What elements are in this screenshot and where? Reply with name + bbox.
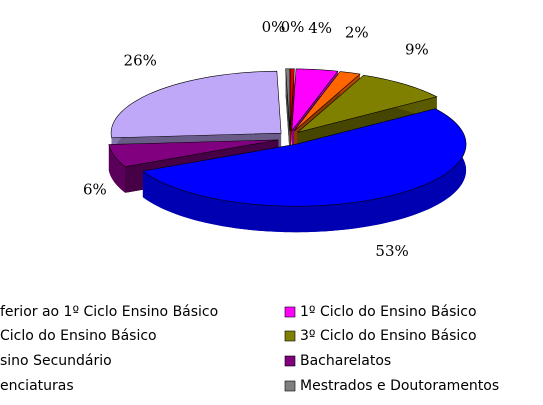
data-label: 2% <box>345 24 369 42</box>
legend-label: Bacharelatos <box>300 353 391 369</box>
pie: 0% 4% 2%9%53%6%26%0% <box>83 18 467 260</box>
slice <box>142 108 467 207</box>
legend-swatch <box>284 330 296 342</box>
data-label: 6% <box>83 180 107 198</box>
slice-wall <box>142 108 467 233</box>
slice <box>110 70 282 139</box>
data-label: 4% <box>308 19 332 37</box>
legend-label: ferior ao 1º Ciclo Ensino Básico <box>0 304 218 320</box>
legend-label: 1º Ciclo do Ensino Básico <box>300 304 477 320</box>
legend-swatch <box>284 306 296 318</box>
legend-swatch <box>284 380 296 392</box>
legend-label: Mestrados e Doutoramentos <box>300 378 499 394</box>
legend-label: sino Secundário <box>0 353 112 369</box>
legend: ferior ao 1º Ciclo Ensino Básico 1º Ciclo… <box>0 304 499 394</box>
slice-wall <box>108 144 126 193</box>
data-label: 53% <box>375 242 408 260</box>
slice <box>108 139 279 168</box>
slice <box>293 71 361 132</box>
data-label: 0% <box>262 18 286 36</box>
data-label: 9% <box>405 41 429 59</box>
data-label: 0% <box>281 18 305 36</box>
slice <box>291 68 339 132</box>
legend-label: enciaturas <box>0 378 74 394</box>
legend-label: Ciclo do Ensino Básico <box>0 328 157 344</box>
slice <box>285 68 291 131</box>
legend-label: 3º Ciclo do Ensino Básico <box>300 328 477 344</box>
data-label: 26% <box>124 52 157 70</box>
slice <box>297 74 438 133</box>
legend-swatch <box>284 355 296 367</box>
